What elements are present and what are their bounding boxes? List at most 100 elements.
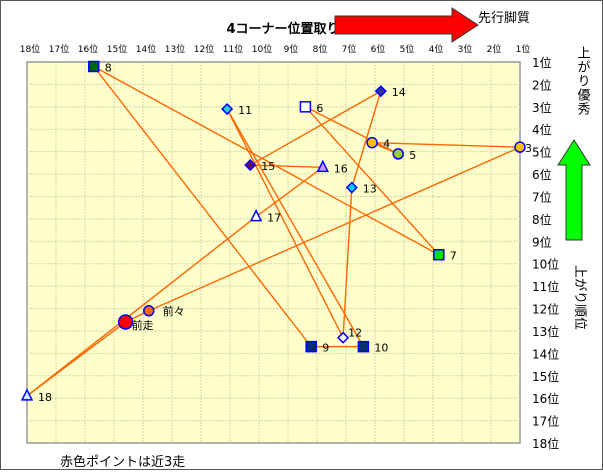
y-tick-label: 9位 (532, 234, 552, 249)
up-arrow-text: 上がり優秀 (575, 46, 591, 116)
point-label: 3 (525, 142, 532, 155)
x-tick-label: 6位 (371, 43, 386, 55)
x-tick-label: 17位 (49, 43, 69, 55)
point-label: 17 (267, 212, 281, 225)
point-16: 16 (316, 159, 348, 175)
y-tick-label: 15位 (532, 369, 559, 384)
y-tick-label: 18位 (532, 436, 559, 451)
marker-diamond (221, 103, 234, 116)
x-tick-label: 16位 (78, 43, 98, 55)
y-tick-label: 10位 (532, 257, 559, 272)
point-label: 16 (334, 162, 348, 175)
y-tick-label: 13位 (532, 324, 559, 339)
y-tick-label: 4位 (532, 122, 552, 137)
right-arrow-icon (334, 7, 479, 43)
connection-line (305, 106, 399, 155)
point-18: 18 (20, 388, 52, 404)
connection-line (250, 164, 323, 169)
point-label: 12 (348, 327, 362, 340)
y-tick-label: 12位 (532, 302, 559, 317)
point-13: 13 (345, 181, 377, 196)
marker-circle (143, 305, 155, 317)
y-tick-label: 14位 (532, 346, 559, 361)
point-label: 前々 (163, 304, 185, 318)
marker-circle (366, 136, 378, 149)
point-前々: 前々 (143, 304, 185, 318)
right-arrow-text: 先行脚質 (478, 10, 530, 26)
plot-area (26, 61, 521, 444)
marker-diamond (337, 331, 350, 344)
x-tick-label: 13位 (165, 43, 185, 55)
point-6: 6 (299, 101, 323, 115)
x-tick-labels: 18位 17位 16位 15位 14位 13位 12位 11位 10位 9位 8位 7位 6位 5位 4位 3… (20, 43, 531, 55)
x-tick-label: 7位 (342, 43, 357, 55)
marker-square (433, 248, 445, 261)
connection-line (255, 166, 324, 218)
marker-triangle (20, 388, 34, 401)
connection-line (372, 141, 521, 148)
point-label: 13 (363, 183, 377, 196)
y-tick-labels: 1位 2位 3位 4位 5位 6位 7位 8位 9位 10位 11位 12位 13位 14位 15位 16位 1… (532, 55, 559, 451)
marker-triangle (316, 159, 330, 173)
connection-lines (26, 65, 521, 397)
y-tick-label: 1位 (532, 55, 552, 70)
point-3: 3 (514, 141, 532, 155)
x-tick-label: 5位 (400, 43, 415, 55)
point-10: 10 (357, 340, 388, 355)
x-tick-label: 3位 (458, 43, 473, 55)
marker-circle (514, 141, 526, 153)
point-14: 14 (374, 85, 406, 99)
x-tick-label: 12位 (194, 43, 214, 55)
y-side-label: 上がり順位 (572, 265, 587, 330)
marker-diamond (345, 181, 358, 194)
point-8: 8 (87, 60, 112, 74)
point-15: 15 (244, 159, 275, 173)
connection-line (351, 90, 382, 188)
point-label: 15 (261, 160, 275, 173)
x-tick-label: 1位 (516, 43, 531, 55)
point-前走: 前走 (117, 314, 154, 332)
connection-line (304, 106, 440, 256)
x-tick-label: 10位 (252, 43, 272, 55)
point-label: 5 (409, 149, 416, 162)
connection-line (148, 146, 521, 312)
point-5: 5 (392, 148, 416, 162)
point-12: 12 (337, 327, 362, 344)
connection-line (249, 90, 382, 166)
point-label: 4 (383, 138, 390, 151)
marker-diamond (374, 85, 387, 98)
x-tick-label: 9位 (284, 43, 299, 55)
point-label: 7 (450, 250, 457, 263)
y-tick-label: 16位 (532, 391, 559, 406)
point-label: 6 (316, 102, 323, 115)
point-label: 14 (392, 86, 406, 99)
x-tick-label: 4位 (429, 43, 444, 55)
up-arrow-icon (557, 139, 591, 241)
y-tick-label: 8位 (532, 212, 552, 227)
y-tick-label: 6位 (532, 167, 552, 182)
marker-square (87, 60, 100, 73)
grid (27, 62, 520, 443)
point-label: 前走 (132, 318, 154, 332)
y-tick-label: 17位 (532, 414, 559, 429)
connection-line (93, 66, 312, 348)
point-9: 9 (305, 340, 329, 355)
marker-square (305, 340, 317, 353)
x-tick-label: 8位 (313, 43, 328, 55)
marker-diamond (244, 159, 257, 172)
x-tick-label: 18位 (20, 43, 40, 55)
connection-line (26, 321, 127, 397)
marker-square (357, 340, 370, 353)
x-tick-label: 2位 (487, 43, 502, 55)
connection-line (342, 187, 353, 338)
connection-line (226, 108, 344, 338)
marker-square (299, 101, 312, 113)
x-tick-label: 14位 (136, 43, 156, 55)
y-tick-label: 3位 (532, 100, 552, 115)
point-label: 18 (38, 391, 52, 404)
marker-circle (392, 148, 404, 160)
point-label: 9 (322, 342, 329, 355)
x-tick-label: 11位 (223, 43, 243, 55)
